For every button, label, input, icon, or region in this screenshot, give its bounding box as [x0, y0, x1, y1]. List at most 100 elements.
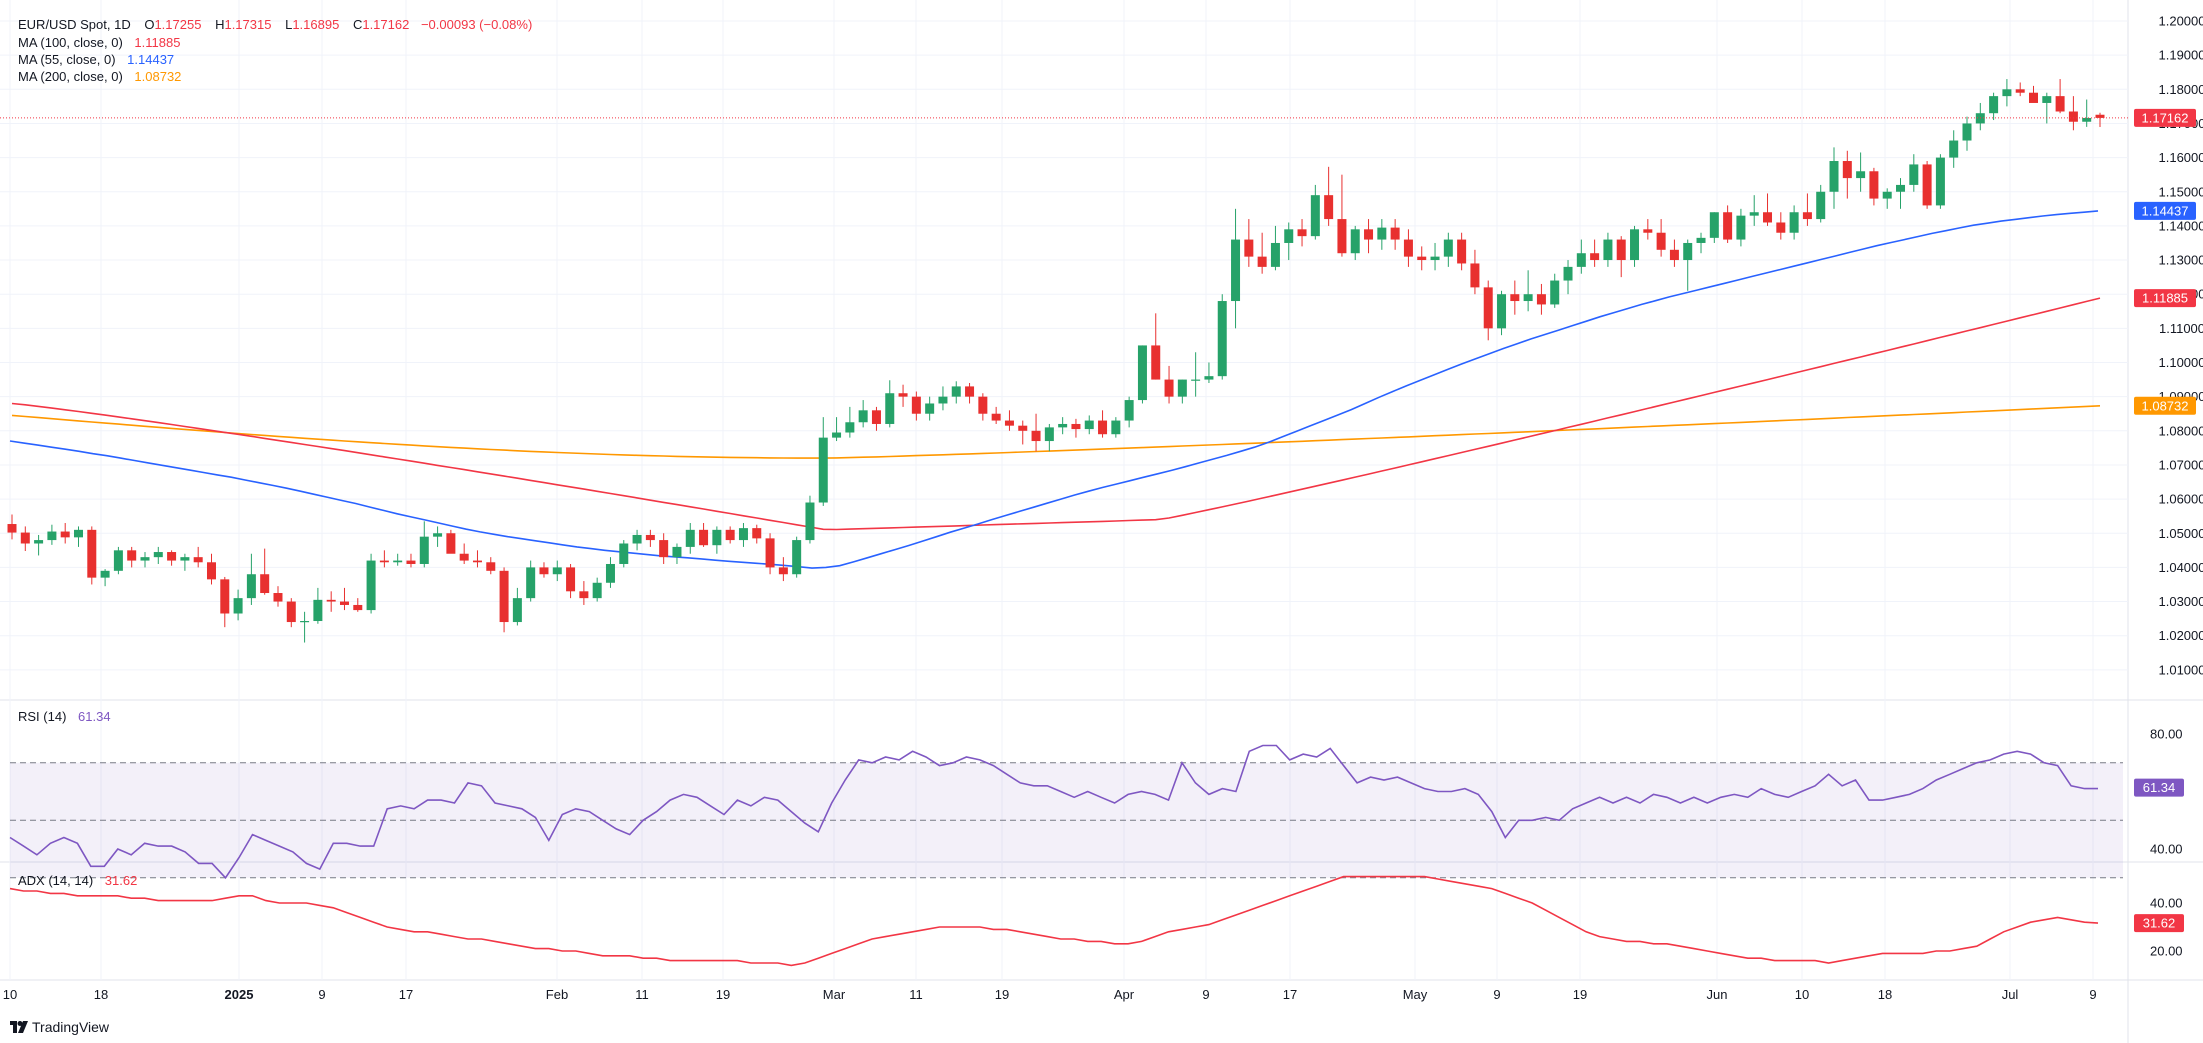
price-tag: [2134, 201, 2196, 220]
candle-body: [1058, 423, 1068, 428]
time-tick-label: 19: [1573, 987, 1587, 1002]
candle-body: [1922, 164, 1932, 206]
tradingview-logo[interactable]: TradingView: [10, 1019, 109, 1035]
candle-body: [1563, 266, 1573, 281]
candle-body: [925, 403, 935, 414]
candle-body: [978, 396, 988, 414]
candle-body: [778, 567, 788, 575]
price-tick-label: 1.16000: [2159, 150, 2203, 165]
time-tick-label: 9: [318, 987, 325, 1002]
candle-body: [1656, 232, 1666, 250]
candle-body: [1896, 184, 1906, 192]
candle-body: [619, 543, 629, 564]
ma55-value: 1.14437: [127, 52, 175, 67]
candle-body: [260, 574, 270, 594]
candle-body: [685, 529, 695, 547]
candle-body: [1696, 237, 1706, 243]
candle-body: [1364, 229, 1374, 240]
candle-body: [832, 432, 842, 438]
candle-body: [379, 560, 389, 563]
candle-body: [1723, 212, 1733, 240]
candle-body: [1630, 229, 1640, 261]
candle-body: [738, 528, 748, 541]
candle-body: [712, 529, 722, 546]
adx-tag: [2134, 914, 2184, 933]
candle-body: [2029, 92, 2039, 103]
symbol-name: EUR/USD Spot, 1D: [18, 17, 131, 32]
time-tick-label: 11: [635, 987, 649, 1002]
candle-body: [539, 567, 549, 575]
candle-body: [818, 437, 828, 503]
candle-body: [699, 529, 709, 546]
candle-body: [366, 560, 376, 611]
low-label: L: [285, 17, 293, 32]
price-tick-label: 1.13000: [2159, 253, 2203, 268]
time-tick-label: 9: [1493, 987, 1500, 1002]
tradingview-icon: [10, 1021, 28, 1033]
candle-body: [393, 560, 403, 563]
time-tick-label: 10: [1795, 987, 1809, 1002]
candle-body: [34, 540, 44, 544]
time-tick-label: 9: [1202, 987, 1209, 1002]
open-value: 1.17255: [154, 17, 202, 32]
time-tick-label: 11: [909, 987, 923, 1002]
candle-body: [1231, 239, 1241, 302]
candle-body: [1004, 420, 1014, 426]
candle-body: [632, 534, 642, 544]
candle-body: [1031, 430, 1041, 442]
candle-body: [805, 502, 815, 541]
price-tag-label: 1.08732: [2142, 398, 2189, 413]
close-label: C: [352, 17, 363, 32]
candle-body: [87, 529, 97, 578]
candle-body: [7, 524, 17, 533]
candle-body: [1204, 376, 1214, 380]
candle-body: [167, 552, 177, 561]
candle-body: [446, 533, 456, 554]
adx-tick-label: 20.00: [2150, 944, 2183, 959]
rsi-value: 61.34: [78, 709, 111, 724]
candle-body: [792, 540, 802, 575]
candle-body: [1297, 229, 1307, 237]
candle-body: [898, 393, 908, 397]
ma200-line: [11, 405, 2101, 459]
candle-body: [220, 579, 230, 614]
price-tick-label: 1.05000: [2159, 526, 2203, 541]
candle-body: [193, 557, 203, 563]
price-tick-label: 1.18000: [2159, 82, 2203, 97]
ma55-legend[interactable]: MA (55, close, 0) 1.14437: [18, 52, 178, 67]
price-tag: [2134, 289, 2196, 308]
candle-body: [858, 410, 868, 423]
candle-body: [1616, 239, 1626, 261]
candle-body: [1962, 123, 1972, 141]
time-tick-label: 2025: [225, 987, 254, 1002]
candle-body: [1377, 227, 1387, 240]
candle-body: [113, 550, 123, 571]
price-tag: [2134, 108, 2196, 127]
time-tick-label: Mar: [823, 987, 846, 1002]
time-tick-label: 17: [399, 987, 413, 1002]
candle-body: [1151, 345, 1161, 380]
candle-body: [605, 563, 615, 583]
candle-body: [1350, 229, 1360, 254]
candle-body: [512, 598, 522, 623]
rsi-legend[interactable]: RSI (14) 61.34: [18, 709, 115, 724]
price-tick-label: 1.02000: [2159, 628, 2203, 643]
candle-body: [566, 567, 576, 592]
candle-body: [1856, 171, 1866, 179]
candle-body: [233, 598, 243, 614]
candle-body: [2015, 89, 2025, 93]
candle-body: [1403, 239, 1413, 257]
rsi-tick-label: 80.00: [2150, 727, 2183, 742]
candle-body: [592, 582, 602, 599]
adx-legend[interactable]: ADX (14, 14) 31.62: [18, 873, 141, 888]
adx-line: [9, 875, 2099, 967]
candle-body: [2002, 89, 2012, 97]
candle-body: [1457, 239, 1467, 264]
ma100-legend[interactable]: MA (100, close, 0) 1.11885: [18, 35, 184, 50]
candle-body: [1816, 191, 1826, 220]
ma200-legend[interactable]: MA (200, close, 0) 1.08732: [18, 69, 185, 84]
candle-body: [1603, 239, 1613, 261]
candle-body: [579, 591, 589, 599]
adx-label: ADX (14, 14): [18, 873, 94, 888]
